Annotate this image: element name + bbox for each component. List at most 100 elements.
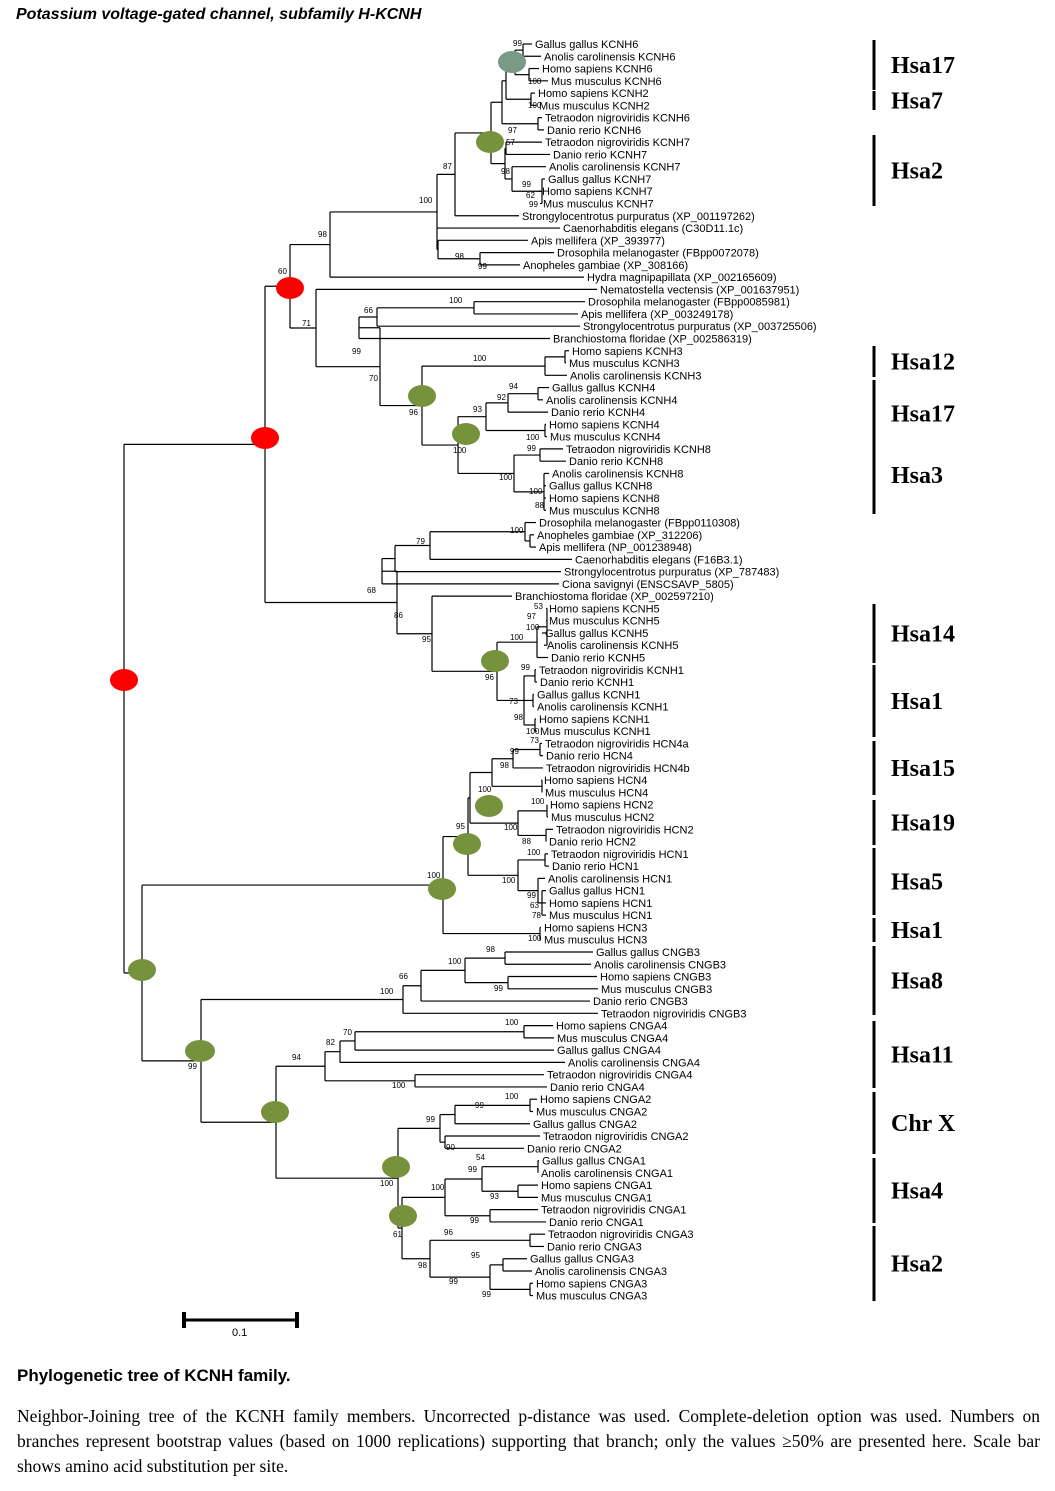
- bootstrap-value: 62: [526, 191, 535, 200]
- bootstrap-value: 100: [504, 823, 518, 832]
- taxon-label: Danio rerio KCNH5: [551, 653, 645, 665]
- taxon-label: Anolis carolinensis KCNH7: [549, 162, 680, 174]
- taxon-label: Drosophila melanogaster (FBpp0110308): [539, 518, 740, 530]
- taxon-label: Tetraodon nigroviridis KCNH6: [545, 113, 690, 125]
- taxon-label: Homo sapiens KCNH1: [539, 714, 650, 726]
- taxon-label: Nematostella vectensis (XP_001637951): [600, 284, 799, 296]
- bootstrap-value: 97: [508, 126, 517, 135]
- bootstrap-value: 98: [500, 761, 509, 770]
- green-node-marker: [452, 423, 480, 445]
- chromosome-label: Hsa4: [891, 1179, 943, 1205]
- taxon-label: Mus musculus KCNH3: [569, 358, 680, 370]
- taxon-label: Strongylocentrotus purpuratus (XP_001197…: [522, 211, 755, 223]
- taxon-label: Tetraodon nigroviridis CNGA2: [543, 1131, 689, 1143]
- taxon-label: Strongylocentrotus purpuratus (XP_787483…: [564, 567, 779, 579]
- bootstrap-value: 57: [506, 138, 515, 147]
- green-node-marker: [389, 1205, 417, 1227]
- bootstrap-value: 99: [513, 39, 522, 48]
- taxon-label: Tetraodon nigroviridis HCN4a: [545, 738, 690, 750]
- taxon-label: Gallus gallus KCNH5: [545, 628, 648, 640]
- taxon-label: Mus musculus HCN3: [544, 935, 647, 947]
- taxon-label: Danio rerio CNGA4: [550, 1082, 645, 1094]
- green-node-marker: [261, 1101, 289, 1123]
- taxon-label: Homo sapiens HCN3: [544, 922, 647, 934]
- scale-bar-label: 0.1: [232, 1327, 247, 1339]
- taxon-label: Branchiostoma floridae (XP_002586319): [553, 333, 752, 345]
- bootstrap-value: 93: [490, 1192, 499, 1201]
- taxon-label: Tetraodon nigroviridis CNGA4: [547, 1070, 693, 1082]
- taxon-label: Anopheles gambiae (XP_312206): [537, 530, 702, 542]
- taxon-label: Mus musculus CNGA2: [536, 1106, 647, 1118]
- taxon-label: Tetraodon nigroviridis HCN4b: [546, 763, 690, 775]
- chromosome-label: Hsa1: [891, 918, 943, 944]
- tree-branches: [123, 43, 598, 1297]
- taxon-label: Danio rerio CNGA3: [547, 1241, 642, 1253]
- bootstrap-value: 99: [449, 1277, 458, 1286]
- bootstrap-value: 99: [527, 891, 536, 900]
- bootstrap-value: 63: [530, 901, 539, 910]
- bootstrap-value: 79: [416, 537, 425, 546]
- bootstrap-value: 99: [470, 1216, 479, 1225]
- bootstrap-value: 94: [509, 382, 518, 391]
- chromosome-label: Hsa14: [891, 622, 955, 648]
- red-node-marker: [251, 427, 279, 449]
- chromosome-label: Hsa17: [891, 53, 955, 79]
- taxon-label: Drosophila melanogaster (FBpp0085981): [588, 297, 790, 309]
- taxon-label: Homo sapiens CNGA4: [556, 1021, 667, 1033]
- taxon-label: Apis mellifera (XP_003249178): [581, 309, 733, 321]
- chromosome-label: Hsa11: [891, 1043, 954, 1069]
- bootstrap-value: 99: [478, 262, 487, 271]
- taxon-label: Mus musculus KCNH7: [543, 199, 654, 211]
- bootstrap-value: 73: [509, 697, 518, 706]
- bootstrap-value: 100: [526, 727, 540, 736]
- bootstrap-value: 70: [343, 1028, 352, 1037]
- bootstrap-value: 60: [278, 267, 287, 276]
- bootstrap-value: 100: [449, 296, 463, 305]
- green-node-marker: [481, 650, 509, 672]
- green-node-marker: [475, 795, 503, 817]
- bootstrap-value: 100: [448, 957, 462, 966]
- taxon-label: Caenorhabditis elegans (C30D11.1c): [563, 223, 743, 235]
- taxon-label: Danio rerio CNGB3: [593, 996, 688, 1008]
- bootstrap-value: 97: [527, 612, 536, 621]
- green-node-marker: [498, 51, 526, 73]
- bootstrap-value: 78: [532, 911, 541, 920]
- bootstrap-value: 100: [528, 101, 542, 110]
- bootstrap-value: 100: [510, 633, 524, 642]
- taxon-label: Tetraodon nigroviridis KCNH8: [566, 444, 711, 456]
- bootstrap-value: 98: [501, 167, 510, 176]
- taxon-label: Danio rerio HCN4: [546, 751, 633, 763]
- taxon-label: Homo sapiens KCNH5: [549, 603, 660, 615]
- bootstrap-value: 61: [393, 1230, 402, 1239]
- bootstrap-value: 99: [494, 984, 503, 993]
- bootstrap-value: 98: [486, 945, 495, 954]
- bootstrap-value: 90: [446, 1143, 455, 1152]
- taxon-label: Danio rerio CNGA1: [549, 1217, 644, 1229]
- taxon-label: Homo sapiens CNGA1: [541, 1180, 652, 1192]
- bootstrap-value: 73: [530, 736, 539, 745]
- bootstrap-value: 99: [527, 444, 536, 453]
- taxon-label: Tetraodon nigroviridis CNGA1: [541, 1205, 687, 1217]
- taxon-label: Apis mellifera (NP_001238948): [539, 542, 692, 554]
- bootstrap-value: 100: [392, 1081, 406, 1090]
- taxon-label: Danio rerio KCNH6: [547, 125, 641, 137]
- taxon-label: Tetraodon nigroviridis HCN1: [551, 849, 689, 861]
- bootstrap-value: 95: [422, 635, 431, 644]
- chromosome-label: Hsa8: [891, 969, 943, 995]
- taxon-label: Tetraodon nigroviridis CNGB3: [601, 1008, 747, 1020]
- green-node-marker: [128, 959, 156, 981]
- bootstrap-value: 100: [526, 433, 540, 442]
- taxon-label: Anolis carolinensis KCNH5: [547, 640, 678, 652]
- taxon-label: Gallus gallus KCNH7: [548, 174, 651, 186]
- taxon-label: Gallus gallus KCNH6: [535, 39, 638, 51]
- taxon-label: Gallus gallus HCN1: [549, 886, 645, 898]
- taxon-label: Anolis carolinensis KCNH6: [544, 51, 675, 63]
- taxon-label: Anolis carolinensis CNGA3: [535, 1266, 667, 1278]
- bootstrap-value: 88: [535, 501, 544, 510]
- taxon-label: Anolis carolinensis KCNH1: [537, 702, 668, 714]
- bootstrap-value: 100: [380, 1179, 394, 1188]
- red-node-marker: [276, 277, 304, 299]
- bootstrap-value: 93: [473, 405, 482, 414]
- taxon-label: Mus musculus KCNH2: [539, 100, 650, 112]
- taxon-label: Danio rerio KCNH8: [569, 456, 663, 468]
